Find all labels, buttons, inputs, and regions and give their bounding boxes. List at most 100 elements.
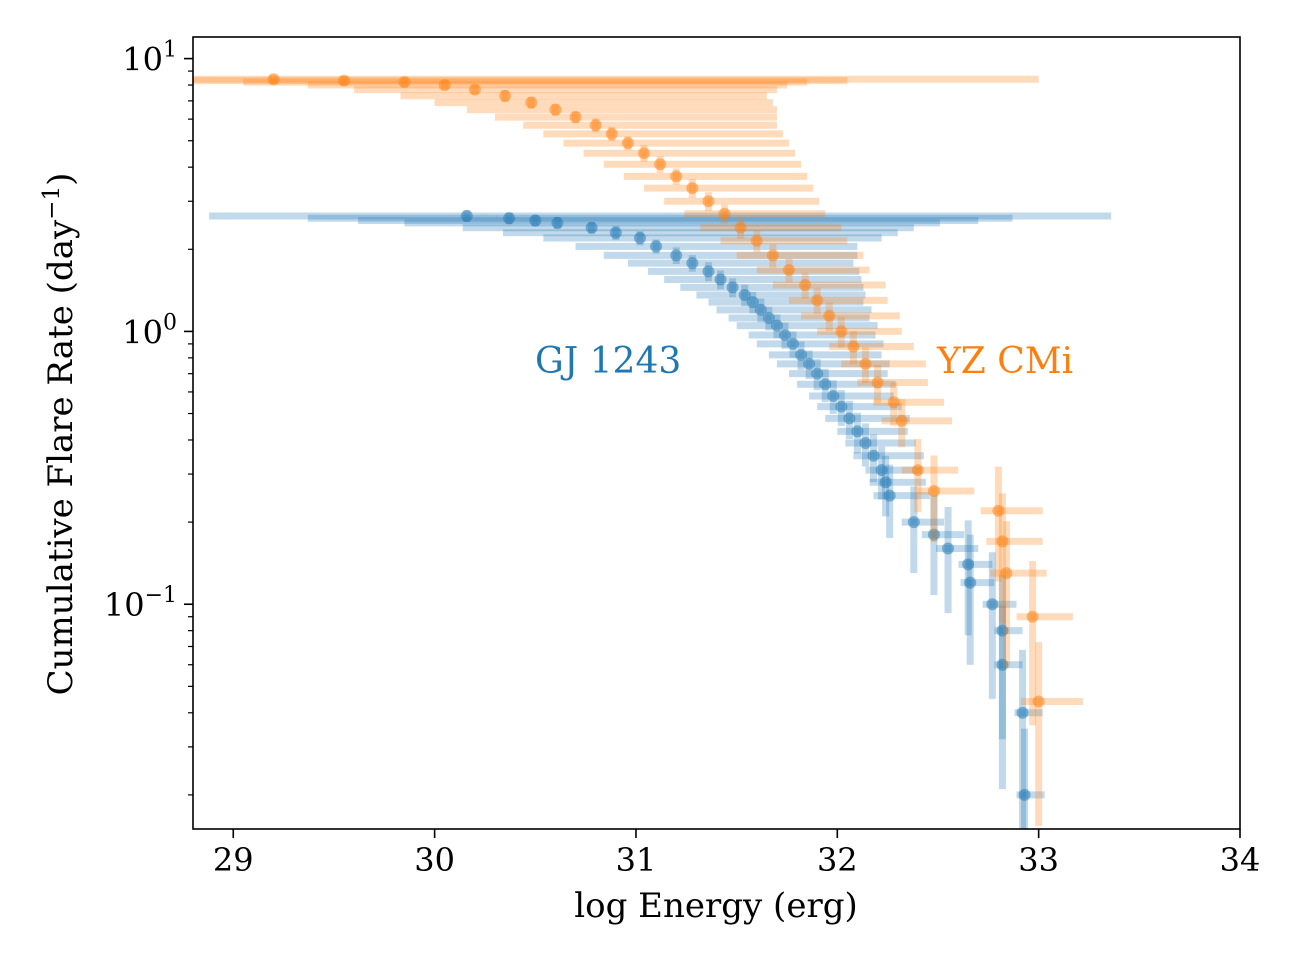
data-point	[589, 119, 602, 132]
data-point	[654, 158, 667, 171]
data-point	[609, 226, 622, 239]
y-tick-exponent: 0	[163, 310, 177, 335]
data-point	[782, 263, 795, 276]
data-point	[734, 221, 747, 234]
data-point	[879, 476, 892, 489]
data-point	[766, 249, 779, 262]
y-axis-label-close: )	[41, 173, 81, 186]
data-point	[847, 340, 860, 353]
data-point	[907, 516, 920, 529]
data-point	[529, 214, 542, 227]
data-point	[551, 216, 564, 229]
data-point	[787, 337, 800, 350]
data-point	[468, 83, 481, 96]
data-point	[762, 311, 775, 324]
data-point	[992, 504, 1005, 517]
plot-marks	[193, 73, 1112, 829]
y-tick-label: 101	[122, 38, 177, 79]
y-tick-exponent: 1	[163, 38, 177, 63]
data-point	[996, 624, 1009, 637]
data-point	[811, 367, 824, 380]
data-point	[460, 209, 473, 222]
data-point	[686, 257, 699, 270]
data-point	[859, 436, 872, 449]
data-point	[569, 111, 582, 124]
data-point	[871, 376, 884, 389]
data-point	[398, 76, 411, 89]
data-point	[525, 96, 538, 109]
data-point	[650, 240, 663, 253]
data-point	[549, 103, 562, 116]
data-point	[746, 296, 759, 309]
data-point	[754, 303, 767, 316]
data-point	[883, 489, 896, 502]
data-point	[827, 389, 840, 402]
y-axis-label: Cumulative Flare Rate (day−1)	[39, 173, 81, 696]
data-point	[811, 294, 824, 307]
data-point	[895, 414, 908, 427]
plot-frame	[192, 36, 1241, 830]
y-tick-base: 10	[122, 313, 163, 351]
data-point	[702, 265, 715, 278]
data-point	[962, 558, 975, 571]
series-label-yz-cmi: YZ CMi	[936, 341, 1073, 382]
data-point	[795, 348, 808, 361]
data-point	[875, 464, 888, 477]
data-point	[996, 535, 1009, 548]
x-axis-label: log Energy (erg)	[574, 886, 857, 926]
series-label-gj-1243: GJ 1243	[535, 341, 681, 382]
data-point	[942, 542, 955, 555]
data-point	[927, 528, 940, 541]
data-point	[867, 449, 880, 462]
y-axis-label-main: Cumulative Flare Rate (day	[41, 219, 81, 695]
data-point	[1018, 788, 1031, 801]
data-point	[927, 485, 940, 498]
x-tick-label: 34	[1220, 841, 1261, 879]
data-point	[738, 288, 751, 301]
data-point	[633, 231, 646, 244]
data-point	[686, 182, 699, 195]
data-point	[851, 425, 864, 438]
x-tick-label: 29	[213, 841, 254, 879]
data-point	[503, 212, 516, 225]
data-point	[670, 249, 683, 262]
data-point	[338, 74, 351, 87]
y-tick-exponent: −1	[145, 583, 177, 608]
y-tick-base: 10	[104, 586, 145, 624]
data-point	[778, 329, 791, 342]
data-point	[911, 464, 924, 477]
data-point	[835, 325, 848, 338]
data-point	[843, 412, 856, 425]
data-point	[638, 147, 651, 160]
data-point	[714, 273, 727, 286]
y-tick-label: 10−1	[104, 583, 177, 624]
data-point	[1000, 567, 1013, 580]
data-point	[605, 127, 618, 140]
data-point	[1032, 695, 1045, 708]
series-1	[193, 73, 1083, 826]
data-point	[859, 357, 872, 370]
data-point	[1016, 706, 1029, 719]
data-point	[718, 207, 731, 220]
y-tick-label: 100	[122, 310, 177, 351]
data-point	[702, 195, 715, 208]
data-point	[823, 309, 836, 322]
data-point	[835, 400, 848, 413]
data-point	[986, 598, 999, 611]
data-point	[499, 89, 512, 102]
x-tick-label: 31	[616, 841, 657, 879]
data-point	[1026, 610, 1039, 623]
data-point	[819, 378, 832, 391]
y-axis-label-superscript: −1	[39, 186, 65, 220]
x-tick-label: 33	[1018, 841, 1059, 879]
x-axis-ticks: 29 30 31 32 33 34	[213, 829, 1260, 879]
data-point	[621, 137, 634, 150]
data-point	[585, 221, 598, 234]
data-point	[750, 234, 763, 247]
data-point	[726, 281, 739, 294]
data-point	[964, 576, 977, 589]
series-0	[209, 209, 1112, 829]
